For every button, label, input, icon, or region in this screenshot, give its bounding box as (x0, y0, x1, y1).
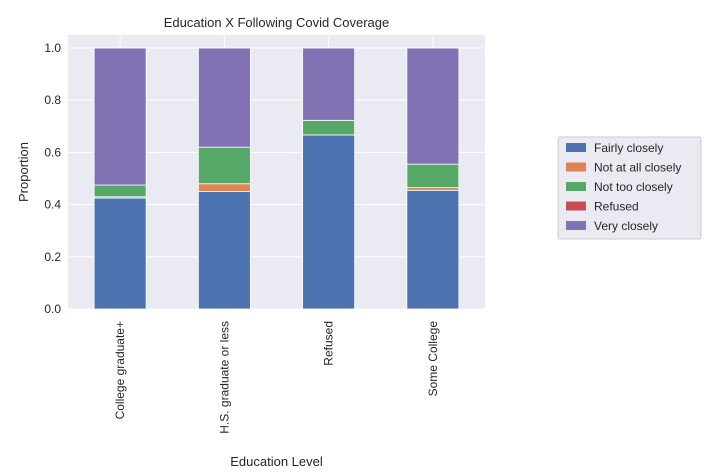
bar-segment-fairly-closely (406, 189, 460, 310)
y-tick-label: 1.0 (44, 41, 61, 55)
y-tick-label: 0.0 (44, 302, 61, 316)
chart-title: Education X Following Covid Coverage (164, 15, 389, 30)
bar-segment-fairly-closely (302, 134, 356, 310)
bar-segment-not-too-closely (406, 163, 460, 189)
y-tick-label: 0.8 (44, 93, 61, 107)
x-tick-label: College graduate+ (113, 321, 127, 419)
legend-swatch (566, 143, 586, 152)
bar-segment-very-closely (93, 47, 147, 186)
bars (93, 47, 460, 310)
bar-segment-very-closely (406, 47, 460, 165)
bar-segment-fairly-closely (93, 197, 147, 310)
bar-segment-not-too-closely (197, 146, 251, 185)
x-axis-ticks: College graduate+ H.S. graduate or less Re… (113, 321, 440, 434)
legend-swatch (566, 201, 586, 211)
y-tick-label: 0.6 (44, 145, 61, 159)
x-tick-label: H.S. graduate or less (217, 321, 231, 434)
legend-label: Refused (594, 200, 639, 214)
x-axis-label: Education Level (230, 454, 323, 469)
y-axis-ticks: 0.0 0.2 0.4 0.6 0.8 1.0 (44, 41, 61, 316)
y-axis-label: Proportion (16, 142, 31, 202)
bar-segment-not-at-all-closely (197, 183, 251, 192)
legend-swatch (566, 221, 586, 230)
bar-segment-fairly-closely (197, 191, 251, 310)
legend-label: Fairly closely (594, 141, 663, 155)
legend-label: Not too closely (594, 180, 673, 194)
legend-swatch (566, 162, 586, 172)
x-tick-label: Some College (426, 321, 440, 397)
x-tick-label: Refused (322, 321, 336, 366)
bar-segment-very-closely (302, 47, 356, 121)
legend-label: Not at all closely (594, 161, 681, 175)
bar-segment-very-closely (197, 47, 251, 148)
bar-segment-not-too-closely (93, 184, 147, 198)
bar-segment-not-too-closely (302, 119, 356, 136)
y-tick-label: 0.2 (44, 250, 61, 264)
legend-label: Very closely (594, 219, 658, 233)
legend-frame (557, 136, 702, 240)
legend-swatch (566, 182, 586, 191)
y-tick-label: 0.4 (44, 198, 61, 212)
legend: Fairly closely Not at all closely Not too … (557, 136, 702, 240)
